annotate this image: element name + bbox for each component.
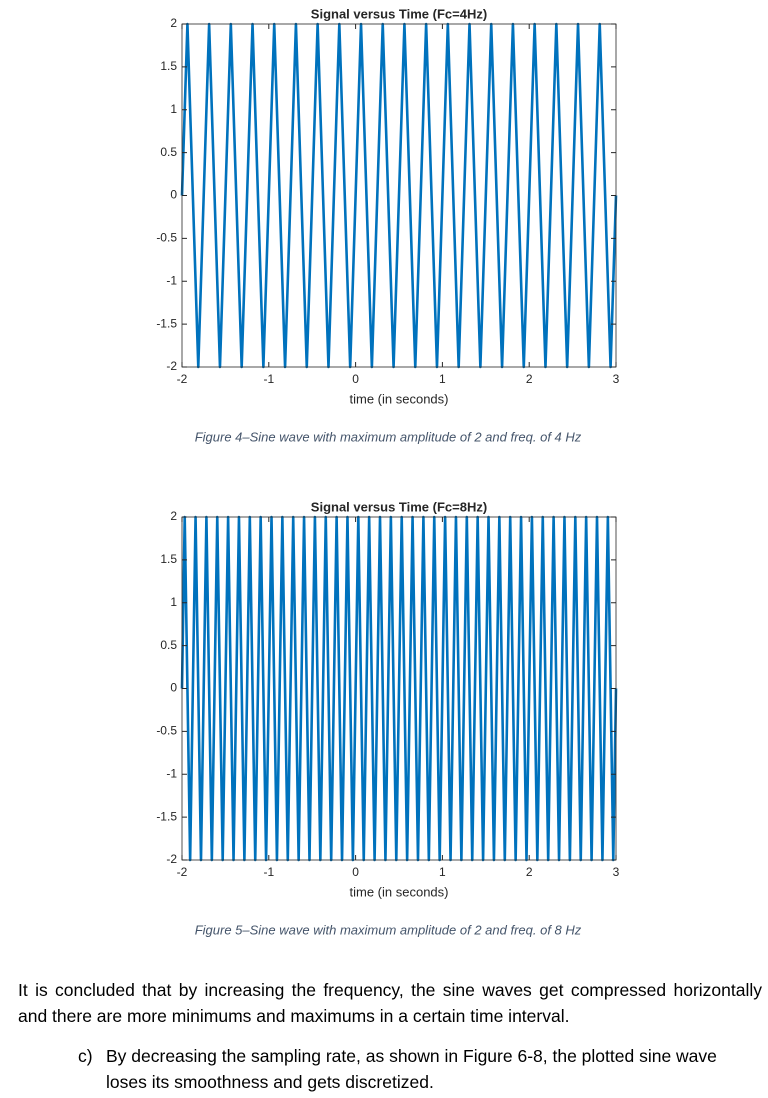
x-tick-label: 1 bbox=[439, 865, 446, 879]
chart-title: Signal versus Time (Fc=4Hz) bbox=[311, 6, 487, 21]
list-text: By decreasing the sampling rate, as show… bbox=[106, 1046, 717, 1092]
x-tick-label: 2 bbox=[526, 372, 533, 386]
paragraph: It is concluded that by increasing the f… bbox=[18, 980, 762, 1026]
y-tick-label: 0 bbox=[170, 188, 177, 202]
chart-title: Signal versus Time (Fc=8Hz) bbox=[311, 499, 487, 514]
x-tick-label: -1 bbox=[263, 865, 274, 879]
y-tick-label: -1.5 bbox=[156, 316, 177, 330]
x-axis-label: time (in seconds) bbox=[350, 391, 449, 406]
y-tick-label: 1 bbox=[170, 595, 177, 609]
x-tick-label: 0 bbox=[352, 865, 359, 879]
signal-line bbox=[180, 22, 618, 369]
x-tick-label: 3 bbox=[613, 865, 620, 879]
x-tick-label: -1 bbox=[263, 372, 274, 386]
y-tick-label: -1 bbox=[166, 766, 177, 780]
x-tick-label: 1 bbox=[439, 372, 446, 386]
y-tick-label: -1 bbox=[166, 273, 177, 287]
y-tick-label: 0.5 bbox=[160, 145, 177, 159]
x-tick-label: 3 bbox=[613, 372, 620, 386]
y-tick-label: 2 bbox=[170, 16, 177, 30]
y-tick-label: 0 bbox=[170, 681, 177, 695]
figure-caption: Figure 4–Sine wave with maximum amplitud… bbox=[195, 429, 582, 444]
x-tick-label: 0 bbox=[352, 372, 359, 386]
y-tick-label: 0.5 bbox=[160, 638, 177, 652]
x-axis-label: time (in seconds) bbox=[350, 884, 449, 899]
figure-caption: Figure 5–Sine wave with maximum amplitud… bbox=[195, 922, 582, 937]
y-tick-label: -0.5 bbox=[156, 724, 177, 738]
y-tick-label: -2 bbox=[166, 852, 177, 866]
y-tick-label: 2 bbox=[170, 509, 177, 523]
y-tick-label: -0.5 bbox=[156, 231, 177, 245]
y-tick-label: 1 bbox=[170, 102, 177, 116]
list-label: c) bbox=[78, 1046, 93, 1066]
x-tick-label: -2 bbox=[177, 372, 188, 386]
y-tick-label: -1.5 bbox=[156, 809, 177, 823]
x-tick-label: 2 bbox=[526, 865, 533, 879]
y-tick-label: -2 bbox=[166, 359, 177, 373]
signal-line bbox=[180, 515, 618, 862]
y-tick-label: 1.5 bbox=[160, 59, 177, 73]
x-tick-label: -2 bbox=[177, 865, 188, 879]
figures: -2 -1.5 -1 -0.5 0 0.5 1 1.5 2 -2 -1 0 1 2 3 Signal vers… bbox=[156, 6, 620, 937]
y-tick-label: 1.5 bbox=[160, 552, 177, 566]
